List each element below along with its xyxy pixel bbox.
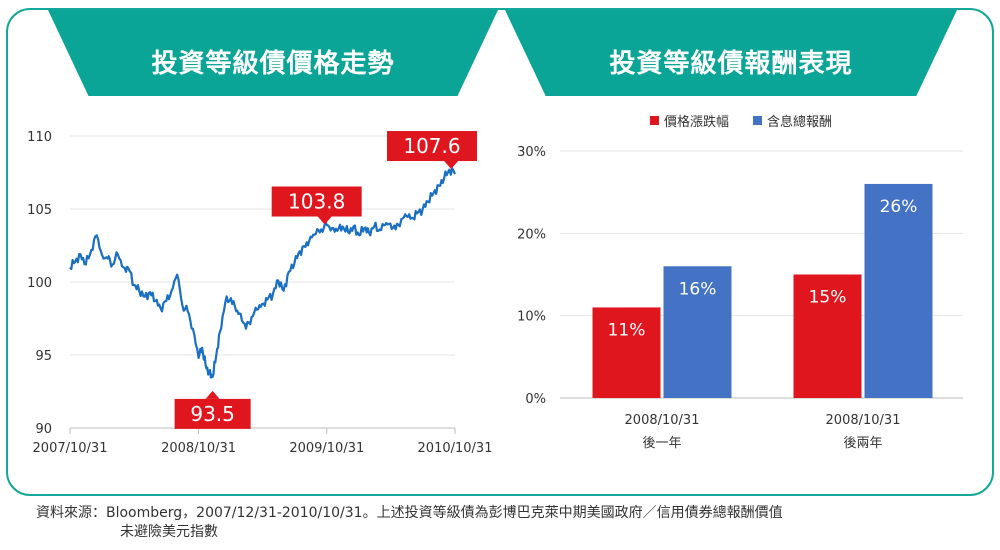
bar-category-date: 2008/10/31 bbox=[826, 413, 901, 428]
callout-label: 93.5 bbox=[190, 402, 235, 426]
line-chart-x-tick: 2007/10/31 bbox=[33, 441, 108, 456]
line-chart-y-tick: 95 bbox=[35, 349, 52, 364]
bar-value-label: 15% bbox=[809, 288, 847, 308]
bar-value-label: 26% bbox=[880, 197, 918, 217]
bar bbox=[793, 274, 862, 398]
callout-label: 103.8 bbox=[288, 190, 345, 214]
callout-box bbox=[387, 131, 477, 162]
callout-label: 107.6 bbox=[403, 134, 460, 158]
bar-value-label: 11% bbox=[608, 320, 646, 340]
line-chart-x-tick: 2010/10/31 bbox=[418, 441, 493, 456]
line-chart-y-tick: 90 bbox=[35, 422, 52, 437]
bar-category-period: 後一年 bbox=[642, 436, 681, 451]
line-chart-callout: 103.8 bbox=[271, 186, 362, 225]
right-title-banner bbox=[505, 10, 957, 96]
price-trend-line bbox=[69, 167, 457, 379]
callout-pointer bbox=[444, 161, 459, 170]
bar bbox=[592, 307, 661, 398]
callout-pointer bbox=[205, 390, 220, 399]
line-chart-y-tick: 100 bbox=[27, 276, 52, 291]
bar-category-date: 2008/10/31 bbox=[625, 413, 700, 428]
source-note-line-1: 資料來源：Bloomberg，2007/12/31-2010/10/31。上述投… bbox=[36, 505, 783, 521]
source-note-line-2: 未避險美元指數 bbox=[120, 524, 218, 540]
bar-category-period: 後兩年 bbox=[843, 436, 882, 451]
bar-chart-title: 投資等級債報酬表現 bbox=[609, 49, 853, 79]
line-chart-callout: 93.5 bbox=[174, 390, 251, 429]
callout-box bbox=[271, 186, 362, 217]
callout-pointer bbox=[317, 216, 332, 225]
line-chart-title: 投資等級債價格走勢 bbox=[151, 49, 395, 79]
bar-chart-legend-item: 含息總報酬 bbox=[753, 114, 832, 130]
legend-label: 價格漲跌幅 bbox=[664, 114, 729, 130]
bar-chart-y-tick: 30% bbox=[517, 145, 546, 160]
line-chart-callout: 107.6 bbox=[387, 131, 477, 170]
bar bbox=[663, 266, 732, 398]
bar-chart-y-tick: 10% bbox=[517, 310, 546, 325]
left-title-banner bbox=[48, 10, 498, 96]
legend-swatch bbox=[650, 116, 659, 125]
bar-chart-legend-item: 價格漲跌幅 bbox=[650, 114, 729, 130]
bar-chart-y-tick: 0% bbox=[525, 392, 546, 407]
legend-swatch bbox=[753, 116, 762, 125]
line-chart-y-tick: 110 bbox=[27, 130, 52, 145]
bar-chart-y-tick: 20% bbox=[517, 227, 546, 242]
callout-box bbox=[174, 398, 251, 429]
line-chart-x-tick: 2009/10/31 bbox=[289, 441, 364, 456]
source-note: 資料來源：Bloomberg，2007/12/31-2010/10/31。上述投… bbox=[36, 504, 976, 542]
bar-value-label: 16% bbox=[679, 279, 717, 299]
legend-label: 含息總報酬 bbox=[767, 114, 832, 130]
bar bbox=[864, 183, 933, 398]
line-chart-y-tick: 105 bbox=[27, 203, 52, 218]
line-chart-x-tick: 2008/10/31 bbox=[161, 441, 236, 456]
